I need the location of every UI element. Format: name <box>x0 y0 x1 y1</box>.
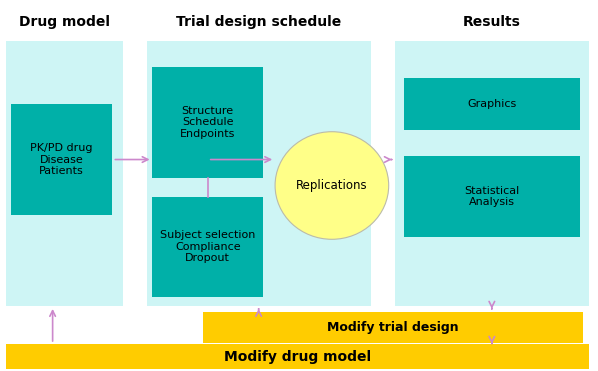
FancyBboxPatch shape <box>395 41 589 306</box>
Ellipse shape <box>275 132 389 239</box>
FancyBboxPatch shape <box>404 78 580 130</box>
Text: Statistical
Analysis: Statistical Analysis <box>464 186 520 207</box>
Text: Structure
Schedule
Endpoints: Structure Schedule Endpoints <box>180 106 236 139</box>
Text: Modify trial design: Modify trial design <box>327 321 459 334</box>
FancyBboxPatch shape <box>152 197 263 297</box>
Text: PK/PD drug
Disease
Patients: PK/PD drug Disease Patients <box>30 143 93 176</box>
Text: Graphics: Graphics <box>467 99 517 109</box>
FancyBboxPatch shape <box>6 41 123 306</box>
FancyBboxPatch shape <box>203 312 583 343</box>
Text: Results: Results <box>463 15 521 29</box>
FancyBboxPatch shape <box>152 67 263 178</box>
Text: Replications: Replications <box>296 179 368 192</box>
Text: Drug model: Drug model <box>19 15 110 29</box>
Text: Trial design schedule: Trial design schedule <box>176 15 341 29</box>
Text: Subject selection
Compliance
Dropout: Subject selection Compliance Dropout <box>160 230 255 263</box>
Text: Modify drug model: Modify drug model <box>224 349 371 364</box>
FancyBboxPatch shape <box>147 41 371 306</box>
FancyBboxPatch shape <box>11 104 112 215</box>
FancyBboxPatch shape <box>6 344 589 369</box>
FancyBboxPatch shape <box>404 156 580 237</box>
